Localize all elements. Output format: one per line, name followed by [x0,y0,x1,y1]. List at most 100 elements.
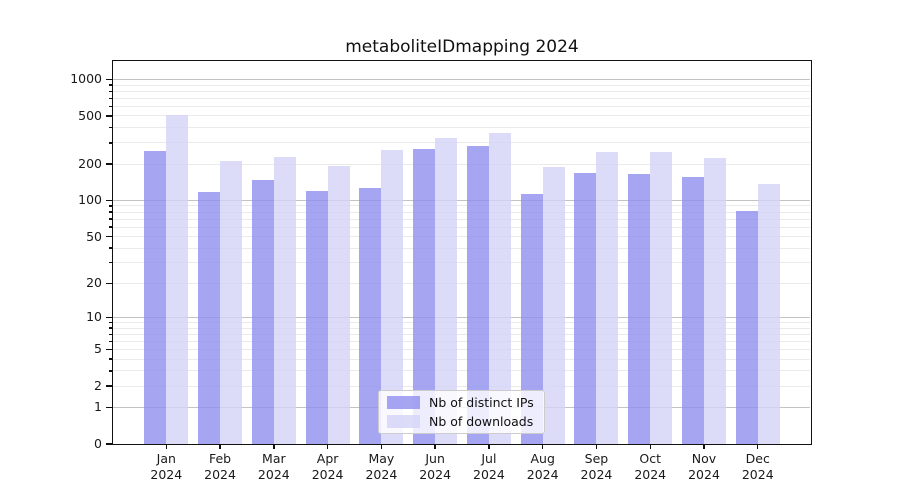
y-tick-mark [106,406,113,409]
bar-distinct-ips-jun [413,149,436,444]
y-tick-mark [106,282,113,285]
bar-downloads-jan [166,115,189,444]
gridline-major [113,199,810,201]
x-tick-month-label: Dec [745,451,770,466]
y-minor-tick-mark [109,340,113,342]
x-tick-month-label: Sep [584,451,609,466]
y-minor-tick-mark [109,84,113,86]
x-tick-mark [757,444,759,449]
bar-downloads-apr [327,166,350,444]
gridline-minor [113,327,810,329]
x-tick-mark [595,444,598,449]
x-tick-year-label: 2024 [688,467,720,482]
gridline-minor [113,282,810,284]
x-tick-mark [219,444,221,449]
y-tick-mark [106,348,113,351]
legend: Nb of distinct IPs Nb of downloads [378,390,545,434]
bar-distinct-ips-feb [198,191,221,444]
y-tick-label: 1 [94,399,102,415]
gridline-minor [113,211,810,213]
bar-distinct-ips-apr [305,190,328,444]
gridline-minor [113,163,810,165]
bar-distinct-ips-sep [574,172,597,444]
x-tick-year-label: 2024 [365,467,398,482]
gridline-minor [113,115,810,117]
y-tick-mark [106,316,113,319]
x-tick-year-label: 2024 [580,467,613,482]
y-minor-tick-mark [109,321,113,324]
x-tick-month-label: Jul [481,451,497,466]
y-minor-tick-mark [109,358,113,360]
gridline-minor [113,236,810,238]
gridline-minor [113,218,810,220]
gridline-minor [113,90,810,92]
gridline-minor [113,226,810,228]
bar-distinct-ips-aug [520,194,543,444]
gridline-minor [113,247,810,249]
x-tick-year-label: 2024 [473,467,505,482]
gridline-minor [113,340,810,342]
x-tick-year-label: 2024 [741,467,774,482]
y-tick-label: 500 [78,107,102,123]
x-tick-year-label: 2024 [204,467,236,482]
legend-item-distinct-ips: Nb of distinct IPs [387,395,536,410]
y-tick-mark [106,443,113,445]
y-tick-label: 0 [94,436,102,451]
y-minor-tick-mark [109,205,113,207]
gridline-major [113,78,810,80]
bar-downloads-feb [220,161,243,444]
x-tick-mark [273,444,275,449]
y-minor-tick-mark [109,142,113,144]
bar-downloads-jun [435,138,458,444]
y-minor-tick-mark [109,247,113,249]
bar-distinct-ips-jan [144,150,167,444]
x-tick-year-label: 2024 [634,467,667,482]
bar-downloads-may [381,149,404,444]
x-tick-year-label: 2024 [257,467,290,482]
x-tick-mark [488,444,490,449]
y-minor-tick-mark [109,105,113,108]
bar-distinct-ips-may [359,188,382,444]
y-tick-mark [106,78,113,81]
gridline-minor [113,333,810,335]
gridline-minor [113,370,810,372]
bar-downloads-mar [273,156,296,444]
y-tick-mark [106,235,113,238]
x-tick-year-label: 2024 [150,467,183,482]
bar-downloads-sep [596,151,619,444]
gridline-minor [113,127,810,129]
y-minor-tick-mark [109,211,113,213]
gridline-minor [113,84,810,86]
bar-distinct-ips-dec [735,211,758,444]
chart-title: metaboliteIDmapping 2024 [345,37,579,57]
x-tick-month-label: Jan [156,451,176,466]
gridline-minor [113,205,810,207]
gridline-minor [113,105,810,107]
x-tick-mark [165,444,167,449]
x-tick-month-label: Oct [639,451,662,466]
gridline-minor [113,142,810,144]
bar-distinct-ips-oct [628,174,651,444]
y-tick-mark [106,199,113,202]
x-tick-mark [649,444,651,449]
x-tick-month-label: May [368,451,395,466]
gridline-major [113,316,810,318]
x-tick-mark [703,444,705,449]
x-tick-mark [434,444,436,449]
legend-item-downloads: Nb of downloads [387,414,536,429]
x-tick-month-label: Mar [262,451,286,466]
legend-label-downloads: Nb of downloads [429,414,534,429]
legend-swatch-distinct-ips [387,396,420,409]
x-tick-month-label: Nov [691,451,717,466]
y-tick-label: 200 [78,156,102,172]
bar-downloads-aug [542,166,565,444]
y-tick-label: 10 [86,309,102,325]
gridline-minor [113,358,810,360]
bar-downloads-nov [704,157,726,444]
y-tick-mark [106,385,113,387]
legend-label-distinct-ips: Nb of distinct IPs [429,395,534,410]
y-tick-label: 100 [78,192,102,208]
gridline-minor [113,348,810,350]
y-tick-label: 50 [86,228,102,244]
